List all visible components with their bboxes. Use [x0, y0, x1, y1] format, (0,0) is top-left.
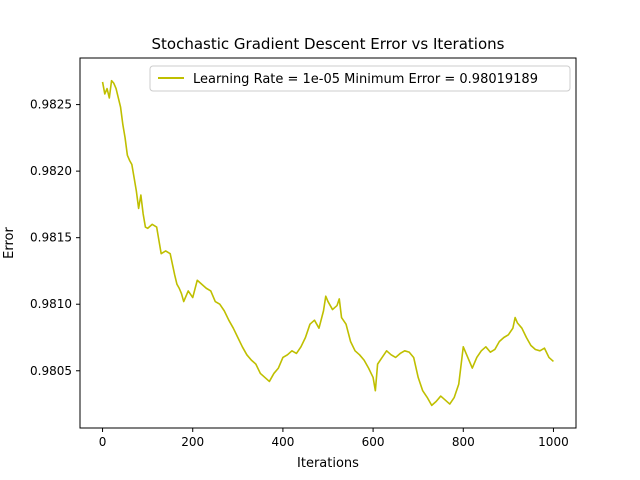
x-tick-label: 200: [181, 435, 204, 449]
y-tick-label: 0.9815: [30, 231, 72, 245]
legend-label: Learning Rate = 1e-05 Minimum Error = 0.…: [193, 72, 538, 87]
x-tick-label: 600: [362, 435, 385, 449]
y-tick-label: 0.9825: [30, 98, 72, 112]
axes-frame: [79, 57, 577, 429]
y-axis-ticks: 0.9805 0.9810 0.9815 0.9820 0.9825: [30, 98, 80, 378]
y-tick-label: 0.9810: [30, 297, 72, 311]
y-axis-label: Error: [2, 227, 17, 259]
chart-title: Stochastic Gradient Descent Error vs Ite…: [152, 35, 505, 53]
x-axis-ticks: 0 200 400 600 800 1000: [99, 428, 569, 449]
x-tick-label: 400: [271, 435, 294, 449]
series-layer: [101, 79, 554, 407]
x-tick-label: 800: [452, 435, 475, 449]
legend-box: [149, 65, 571, 92]
y-tick-label: 0.9805: [30, 364, 72, 378]
x-tick-label: 0: [99, 435, 107, 449]
series-line: [101, 79, 554, 407]
legend: Learning Rate = 1e-05 Minimum Error = 0.…: [149, 65, 571, 92]
x-tick-label: 1000: [538, 435, 569, 449]
y-tick-label: 0.9820: [30, 164, 72, 178]
x-axis-label: Iterations: [297, 456, 359, 471]
plot-area: [79, 57, 577, 429]
